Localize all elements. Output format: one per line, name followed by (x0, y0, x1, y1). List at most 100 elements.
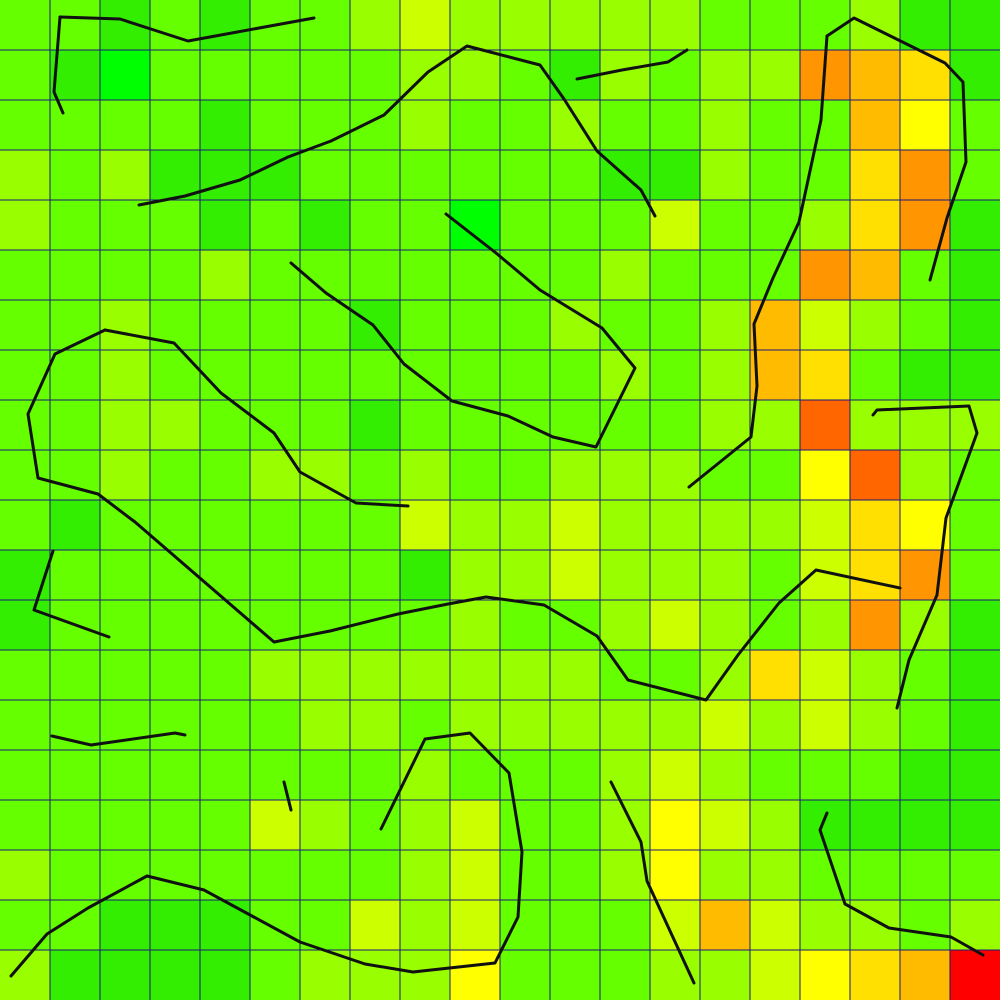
heatmap-cell (400, 0, 450, 50)
heatmap-cell (0, 0, 50, 50)
heatmap-cell (300, 350, 350, 400)
heatmap-cell (100, 100, 150, 150)
contour-line (282, 780, 293, 812)
heatmap-cell (400, 800, 450, 850)
heatmap-cell (750, 900, 800, 950)
heatmap-cell (600, 350, 650, 400)
heatmap-cell (500, 150, 550, 200)
heatmap-cell (400, 500, 450, 550)
heatmap-cell (350, 150, 400, 200)
heatmap-cell (750, 950, 800, 1000)
heatmap-cell (900, 500, 950, 550)
contour-line (103, 328, 410, 508)
heatmap-cell (750, 750, 800, 800)
heatmap-cell (500, 650, 550, 700)
heatmap-cell (450, 600, 500, 650)
heatmap-cell (300, 800, 350, 850)
heatmap-cell (300, 400, 350, 450)
heatmap-cell (100, 550, 150, 600)
heatmap-cell (350, 250, 400, 300)
heatmap-cell (200, 100, 250, 150)
heatmap-cell (900, 850, 950, 900)
heatmap-cell (500, 450, 550, 500)
heatmap-cell (300, 650, 350, 700)
heatmap-cell (450, 450, 500, 500)
heatmap-cell (650, 600, 700, 650)
heatmap-cell (750, 150, 800, 200)
heatmap-cell (750, 850, 800, 900)
heatmap-cell (950, 800, 1000, 850)
contour-line (575, 48, 689, 81)
heatmap-cell (400, 950, 450, 1000)
heatmap-cell (250, 150, 300, 200)
heatmap-cell (900, 150, 950, 200)
heatmap-cell (450, 550, 500, 600)
heatmap-cell (200, 600, 250, 650)
contour-line (871, 404, 979, 710)
heatmap-cell (0, 750, 50, 800)
heatmap-cell (850, 50, 900, 100)
heatmap-cell (950, 150, 1000, 200)
heatmap-cell (450, 50, 500, 100)
heatmap-cell (850, 200, 900, 250)
heatmap-cell (450, 800, 500, 850)
heatmap-cell (950, 650, 1000, 700)
heatmap-cell (300, 150, 350, 200)
heatmap-cell (700, 850, 750, 900)
heatmap-cell (650, 800, 700, 850)
heatmap-cell (850, 450, 900, 500)
heatmap-cell (500, 350, 550, 400)
heatmap-cell (100, 50, 150, 100)
heatmap-cell (250, 400, 300, 450)
heatmap-cell (0, 250, 50, 300)
heatmap-cell (0, 650, 50, 700)
heatmap-cell (850, 0, 900, 50)
heatmap-cell (250, 250, 300, 300)
heatmap-cell (450, 150, 500, 200)
heatmap-cell (200, 550, 250, 600)
heatmap-cell (600, 700, 650, 750)
heatmap-cell (750, 300, 800, 350)
heatmap-cell (350, 750, 400, 800)
heatmap-cell (700, 100, 750, 150)
heatmap-cell (600, 200, 650, 250)
heatmap-cell (0, 150, 50, 200)
heatmap-cell (800, 900, 850, 950)
heatmap-cell (0, 300, 50, 350)
heatmap-cell (450, 0, 500, 50)
heatmap-cell (750, 500, 800, 550)
heatmap-cell (50, 650, 100, 700)
heatmap-cell (650, 750, 700, 800)
heatmap-cell (100, 600, 150, 650)
heatmap-cell (750, 400, 800, 450)
heatmap-cell (850, 550, 900, 600)
contour-lines (9, 15, 985, 985)
heatmap-cell (550, 550, 600, 600)
heatmap-cell (600, 900, 650, 950)
heatmap-cell (300, 50, 350, 100)
heatmap-cell (800, 450, 850, 500)
heatmap-cell (650, 400, 700, 450)
heatmap-cell (800, 950, 850, 1000)
heatmap-cell (900, 750, 950, 800)
heatmap-cell (300, 850, 350, 900)
heatmap-cell (200, 0, 250, 50)
heatmap-cell (550, 600, 600, 650)
heatmap-cell (350, 650, 400, 700)
heatmap-cell (200, 950, 250, 1000)
heatmap-cell (750, 700, 800, 750)
heatmap-cell (300, 300, 350, 350)
heatmap-cell (150, 350, 200, 400)
heatmap-cell (100, 350, 150, 400)
heatmap-cell (900, 300, 950, 350)
heatmap-cell (600, 300, 650, 350)
heatmap-cell (250, 300, 300, 350)
heatmap-cell (400, 650, 450, 700)
heatmap-cell (450, 900, 500, 950)
heatmap-cell (700, 300, 750, 350)
heatmap-cell (450, 700, 500, 750)
heatmap-cell (450, 200, 500, 250)
contour-line (818, 811, 985, 957)
heatmap-cell (400, 250, 450, 300)
heatmap-cell (150, 300, 200, 350)
